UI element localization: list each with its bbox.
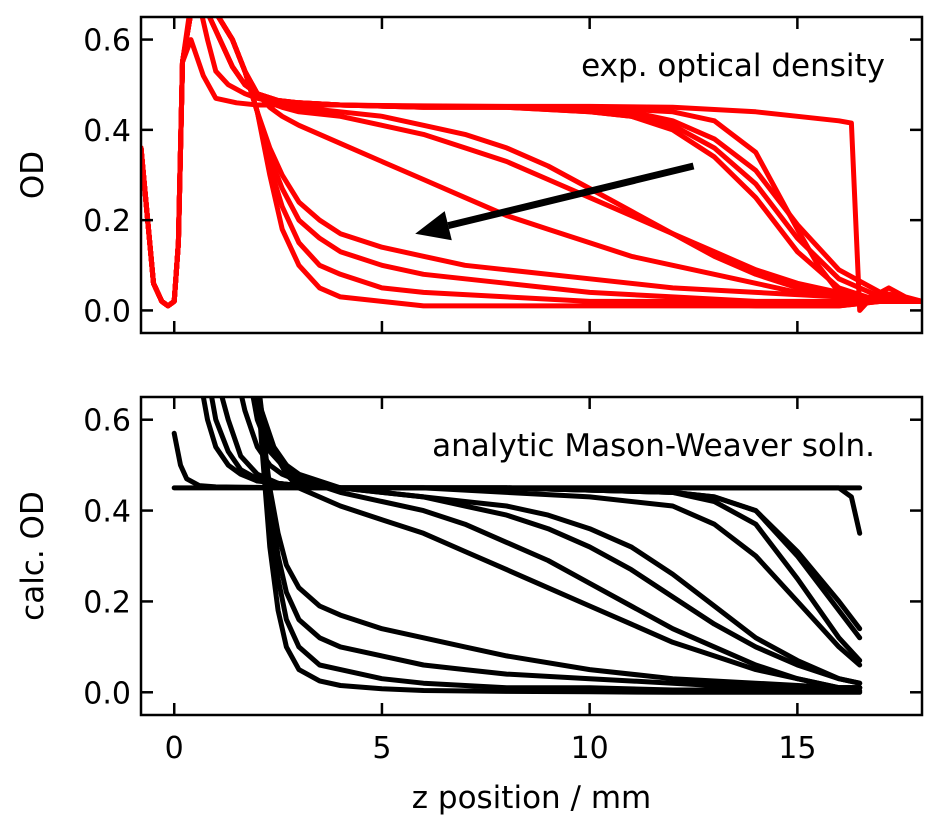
y-tick-label: 0.4 [83,114,131,149]
series-line-14 [256,397,863,695]
x-axis-label: z position / mm [412,780,651,816]
y-tick-label: 0.6 [83,24,131,59]
series-line-8 [254,397,863,686]
series-group [171,397,863,695]
series-line-11 [256,397,863,691]
y-axis-label: OD [15,151,51,199]
x-tick-label: 10 [571,731,609,766]
x-tick-label: 5 [372,731,391,766]
panel-annotation: analytic Mason-Weaver soln. [432,428,875,464]
series-line-9 [256,397,863,691]
bottom-panel: 0 5 10 15 0.0 0.2 0.4 0.6 calc. OD analytic Mason… [15,395,924,766]
top-panel: 0.0 0.2 0.4 0.6 OD exp. optical density [15,15,924,335]
series-line-10 [257,397,863,691]
y-tick-label: 0.0 [83,676,131,711]
series-line-4 [209,397,863,641]
y-tick-label: 0.2 [83,204,131,239]
x-tick-label: 0 [165,731,184,766]
series-line-12 [256,397,863,691]
trend-arrow-head [415,211,452,241]
y-tick-label: 0.4 [83,495,131,530]
y-tick-label: 0.6 [83,404,131,439]
y-tick-label: 0.2 [83,585,131,620]
plot-frame [139,395,924,717]
plot-frame [139,15,924,335]
y-tick-label: 0.0 [83,294,131,329]
series-group [141,17,922,313]
x-tick-label: 15 [778,731,816,766]
panel-annotation: exp. optical density [581,48,885,84]
series-line-12 [141,17,922,309]
y-axis-label: calc. OD [15,491,51,621]
trend-arrow-shaft [447,162,695,230]
